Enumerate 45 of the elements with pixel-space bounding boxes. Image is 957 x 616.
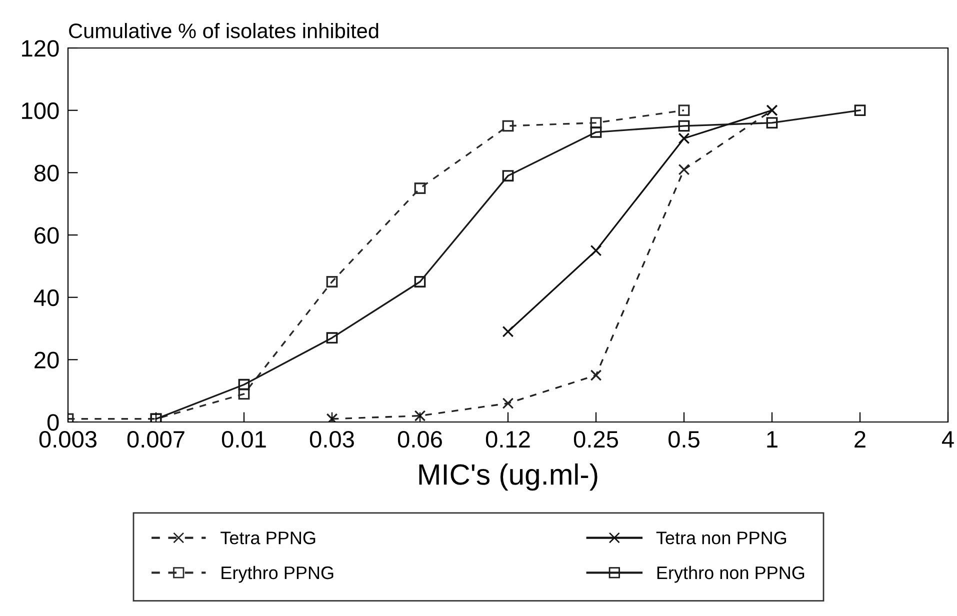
y-tick-label: 0 [47, 414, 59, 431]
point [766, 117, 778, 128]
y-tick-label: 20 [34, 352, 59, 368]
point [590, 370, 602, 381]
point [414, 410, 426, 422]
x-tick-label: 0.5 [668, 430, 700, 448]
y-tick-label: 120 [22, 40, 59, 57]
point [502, 398, 514, 409]
point [502, 120, 514, 132]
x-axis-title: MIC's (ug.ml-) [419, 463, 598, 491]
point [326, 332, 338, 344]
x-tick-label: 0.03 [310, 430, 354, 448]
x-tick-label: 0.007 [127, 430, 184, 448]
point [238, 378, 250, 390]
point [678, 132, 690, 144]
x-tick-label: 2 [854, 430, 866, 448]
point [326, 276, 338, 288]
x-tick-label: 0.003 [39, 430, 97, 448]
x-tick-label: 0.12 [486, 430, 530, 448]
legend-label: Erythro non PPNG [657, 566, 804, 583]
point [854, 104, 866, 116]
legend-label: Erythro PPNG [222, 566, 334, 583]
legend-label: Tetra non PPNG [656, 532, 786, 544]
point [590, 244, 602, 256]
point [678, 120, 690, 132]
y-axis-title: Cumulative % of isolates inhibited [69, 22, 378, 38]
point [590, 117, 602, 128]
point [414, 276, 426, 288]
point [678, 104, 690, 116]
x-tick-label: 1 [767, 431, 778, 448]
point [414, 182, 426, 194]
x-tick-label: 0.06 [398, 430, 442, 448]
y-tick-label: 60 [34, 227, 59, 244]
y-tick-label: 40 [34, 289, 59, 306]
point [678, 164, 690, 176]
x-tick-label: 0.25 [574, 430, 618, 448]
point [590, 126, 602, 138]
x-tick-label: 4 [942, 431, 954, 448]
point [502, 326, 514, 338]
x-tick-label: 0.01 [222, 430, 266, 448]
point [502, 170, 514, 182]
y-tick-label: 100 [22, 102, 59, 120]
y-tick-label: 80 [34, 164, 59, 182]
legend-label: Tetra PPNG [220, 532, 316, 544]
point [326, 413, 338, 422]
